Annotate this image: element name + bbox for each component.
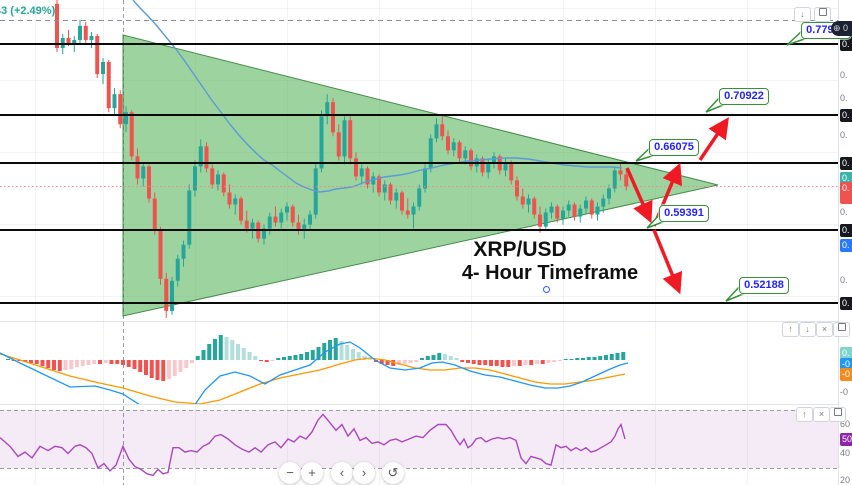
main-axis-label: 0. [840, 38, 852, 51]
move-pane-up-button[interactable]: ↑ [782, 322, 799, 337]
zoom-in-button[interactable]: + [301, 462, 323, 484]
symbol-change-readout: 43 (+2.49%) [0, 5, 56, 17]
main-axis-label: 0. [840, 93, 848, 103]
price-callout[interactable]: 0.59391 [659, 205, 709, 222]
move-pane-up-button[interactable]: ↑ [796, 407, 813, 422]
maximize-icon [818, 8, 827, 16]
remove-indicator-button[interactable]: × [813, 407, 830, 422]
rsi-axis-label: 20 [840, 475, 851, 485]
maximize-pane-button[interactable] [814, 7, 831, 22]
main-axis-label: 0. [840, 172, 852, 185]
projection-arrow[interactable] [652, 229, 683, 295]
watermark-symbol: XRP/USD [473, 238, 567, 261]
remove-indicator-button[interactable]: × [816, 322, 833, 337]
macd-axis-label: 0. [840, 347, 852, 360]
main-axis-label: 0. [840, 182, 852, 204]
main-axis-label: 0. [840, 130, 848, 140]
reset-chart-button[interactable]: ↺ [382, 462, 404, 484]
rsi-axis-label: 60 [840, 419, 851, 429]
maximize-icon [837, 323, 846, 331]
main-axis-label: 0. [840, 157, 852, 170]
macd-axis-label: -0 [840, 368, 852, 381]
main-axis-label: 0. [840, 297, 852, 310]
projection-arrow[interactable] [625, 167, 653, 224]
main-axis-label: 0. [840, 70, 848, 80]
price-source-badge[interactable]: ⊕ 0 [831, 21, 852, 36]
scroll-left-button[interactable]: ‹ [331, 462, 353, 484]
scroll-to-recent-button[interactable]: ↓ [794, 7, 811, 22]
main-axis-label: 0. [840, 239, 852, 252]
watermark-timeframe: 4- Hour Timeframe [461, 262, 639, 284]
price-callout[interactable]: 0.66075 [649, 139, 699, 156]
maximize-icon [833, 408, 842, 416]
scroll-right-button[interactable]: › [353, 462, 375, 484]
maximize-pane-button[interactable] [833, 322, 850, 337]
main-axis-label: 0. [840, 224, 852, 237]
macd-axis-label: -0 [840, 387, 849, 397]
main-axis-label: 0. [840, 109, 852, 122]
macd-axis-label: -0 [840, 358, 852, 371]
main-axis-label: 0. [840, 275, 848, 285]
rsi-axis-label: 50 [840, 433, 852, 446]
projection-arrow[interactable] [698, 117, 729, 161]
price-callout[interactable]: 0.70922 [719, 88, 769, 105]
rsi-axis-label: 40 [840, 448, 851, 458]
main-axis-label: 0. [840, 207, 848, 217]
marker-dot [543, 286, 550, 293]
zoom-out-button[interactable]: − [279, 462, 301, 484]
price-callout[interactable]: 0.52188 [739, 277, 789, 294]
maximize-pane-button[interactable] [829, 407, 846, 422]
move-pane-down-button[interactable]: ↓ [799, 322, 816, 337]
